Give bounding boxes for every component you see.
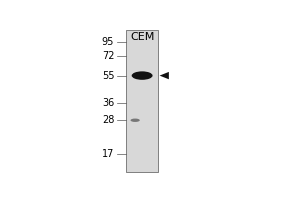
Ellipse shape [132,71,153,80]
Text: CEM: CEM [130,32,154,42]
Text: 72: 72 [102,51,114,61]
Text: 28: 28 [102,115,114,125]
Bar [126,30,158,172]
Text: 17: 17 [102,149,114,159]
Text: 95: 95 [102,37,114,47]
Ellipse shape [130,119,140,122]
Text: 36: 36 [102,98,114,108]
Text: 55: 55 [102,71,114,81]
Polygon shape [160,72,169,79]
